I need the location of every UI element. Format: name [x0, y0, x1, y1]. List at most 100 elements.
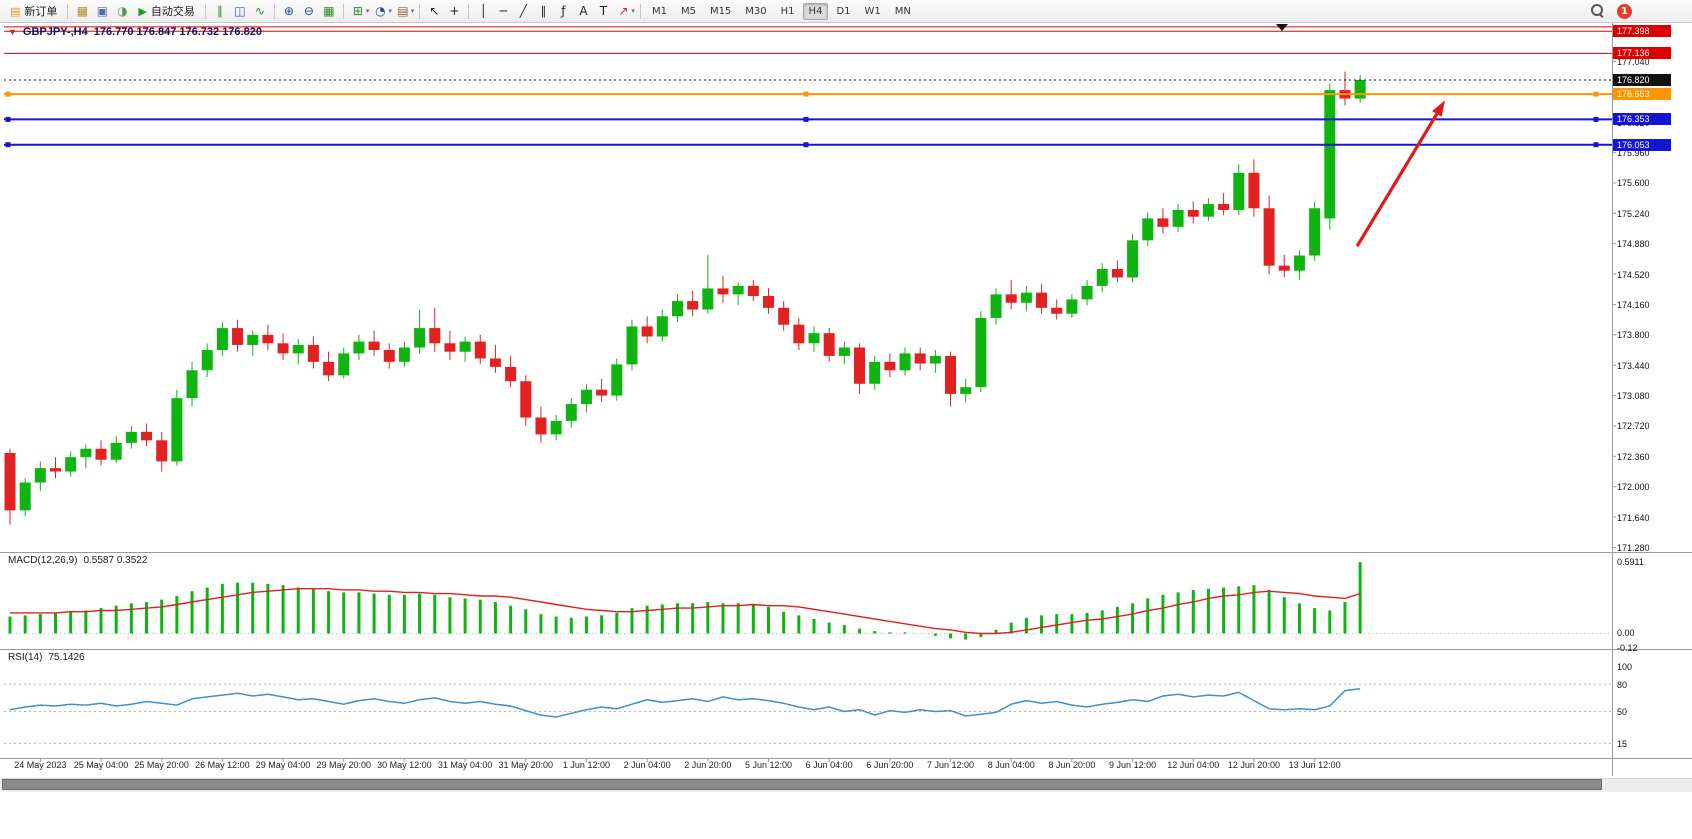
candle-body — [580, 389, 592, 405]
cursor-icon-button[interactable]: ↖ — [429, 4, 440, 18]
candle-body — [1218, 204, 1230, 210]
time-axis-label: 2 Jun 20:00 — [684, 760, 732, 770]
channel-icon-button[interactable]: ∥ — [540, 4, 547, 18]
blue-level-line-lower-handle[interactable] — [5, 142, 11, 148]
candle-body — [444, 343, 456, 352]
timeframe-button-m15[interactable]: M15 — [709, 5, 732, 17]
search-icon[interactable] — [1591, 4, 1605, 18]
blue-level-line-lower-price-label: 176.053 — [1613, 138, 1671, 151]
tile-windows-icon-button[interactable]: ▦ — [323, 4, 335, 18]
horizontal-scrollbar-thumb[interactable] — [2, 779, 1602, 790]
candle-body — [596, 389, 608, 396]
price-tick-label: 174.880 — [1617, 239, 1650, 250]
chart-title: ▼ GBPJPY-,H4 176.770 176.847 176.732 176… — [8, 26, 262, 38]
templates-icon-button-caret[interactable]: ▾ — [410, 7, 415, 15]
candle-body — [763, 296, 774, 308]
zoom-in-icon-button-group: ⊕ — [279, 2, 299, 20]
periods-icon-button[interactable]: ◔ — [375, 4, 386, 18]
zoom-in-icon-button[interactable]: ⊕ — [283, 4, 294, 18]
terminal-icon-button[interactable]: ▣ — [96, 4, 109, 18]
candle-body — [520, 381, 532, 418]
candle-body — [611, 364, 623, 396]
candle-body — [1157, 218, 1169, 227]
text-icon-button[interactable]: A — [579, 4, 588, 18]
bar-chart-icon-button[interactable]: ∥ — [216, 4, 223, 18]
timeframe-button-mn[interactable]: MN — [894, 5, 911, 17]
candle-body — [1354, 80, 1366, 99]
timeframe-button-m1[interactable]: M1 — [651, 5, 667, 17]
time-axis-label: 8 Jun 04:00 — [987, 760, 1035, 770]
periods-icon-button-group: ◔ ▾ — [370, 2, 393, 20]
blue-level-line-lower-handle[interactable] — [803, 142, 809, 148]
horizontal-line-icon-button[interactable]: ─ — [499, 4, 508, 18]
candle-body — [717, 288, 729, 295]
candle-body — [1248, 172, 1260, 209]
templates-icon-button[interactable]: ▤ — [397, 4, 409, 18]
trend-arrow-shaft[interactable] — [1355, 113, 1439, 248]
rsi-value-label: 75.1426 — [48, 652, 85, 663]
time-axis-label: 29 May 20:00 — [316, 760, 371, 770]
candle-body — [1263, 208, 1275, 266]
blue-level-line-upper-handle[interactable] — [1593, 116, 1599, 122]
blue-level-line-upper-handle[interactable] — [803, 116, 809, 122]
price-tick-label: 172.000 — [1617, 482, 1650, 493]
timeframe-button-h1[interactable]: H1 — [780, 5, 795, 17]
rsi-tick-label: 100 — [1617, 661, 1633, 672]
text-label-icon-button[interactable]: T — [599, 4, 608, 18]
timeframe-button-d1[interactable]: D1 — [836, 5, 851, 17]
candle-body — [945, 355, 957, 394]
candle-body — [262, 334, 274, 344]
time-axis-label: 25 May 04:00 — [73, 760, 129, 770]
periods-icon-button-caret[interactable]: ▾ — [388, 7, 392, 15]
candle-body — [429, 328, 441, 344]
rsi-name-label: RSI(14) — [8, 652, 43, 663]
candle-body — [505, 366, 517, 382]
line-chart-icon-button-group: ∿ — [250, 2, 270, 20]
candle-body — [489, 358, 501, 367]
new-chart-icon-button-caret[interactable]: ▾ — [365, 7, 370, 15]
rsi-tick-label: 50 — [1617, 707, 1628, 717]
candle-body — [732, 285, 744, 295]
chart-window-icon-button[interactable]: ▦ — [76, 4, 89, 18]
timeframe-button-m30[interactable]: M30 — [745, 5, 767, 17]
candle-body — [277, 343, 289, 354]
trendline-icon-button[interactable]: ╱ — [519, 4, 528, 18]
resistance-line-177136-price-label: 177.136 — [1613, 47, 1671, 60]
time-axis-label: 5 Jun 12:00 — [744, 760, 793, 770]
arrows-icon-button-caret[interactable]: ▾ — [631, 7, 635, 15]
blue-level-line-upper-handle[interactable] — [5, 116, 11, 122]
candle-body — [414, 328, 426, 348]
community-icon-button[interactable]: ◑ — [117, 4, 128, 18]
arrows-icon-button[interactable]: ↗ — [618, 4, 629, 18]
line-chart-icon-button[interactable]: ∿ — [254, 4, 265, 18]
orange-level-line-handle[interactable] — [5, 91, 11, 97]
time-axis-label: 26 May 12:00 — [195, 760, 250, 770]
candle-body — [687, 301, 699, 310]
candle-body — [323, 361, 335, 376]
timeframe-button-h4[interactable]: H4 — [802, 2, 829, 20]
crosshair-icon-button[interactable]: + — [449, 4, 460, 18]
blue-level-line-lower-handle[interactable] — [1593, 142, 1599, 148]
orange-level-line-handle[interactable] — [803, 91, 809, 97]
candlestick-chart-icon-button[interactable]: ◫ — [234, 4, 246, 18]
notification-badge[interactable]: 1 — [1617, 3, 1632, 19]
candle-body — [474, 341, 486, 359]
price-tick-label: 172.360 — [1617, 451, 1650, 462]
candle-body — [565, 404, 577, 421]
timeframe-button-m5[interactable]: M5 — [680, 5, 696, 17]
candle-body — [125, 431, 137, 443]
new-order-button[interactable]: ▤ 新订单 — [4, 2, 63, 20]
candle-body — [201, 350, 213, 371]
autotrading-button[interactable]: ▶ 自动交易 — [132, 2, 200, 20]
candle-body — [854, 347, 866, 384]
zoom-out-icon-button[interactable]: ⊖ — [303, 4, 314, 18]
trend-arrow-head[interactable] — [1432, 100, 1446, 117]
fibonacci-icon-button[interactable]: ƒ — [561, 4, 566, 18]
timeframe-button-w1[interactable]: W1 — [864, 5, 881, 17]
orange-level-line-handle[interactable] — [1593, 91, 1599, 97]
vertical-line-icon-button[interactable]: │ — [479, 4, 488, 18]
new-chart-icon-button[interactable]: ⊞ — [352, 4, 363, 18]
